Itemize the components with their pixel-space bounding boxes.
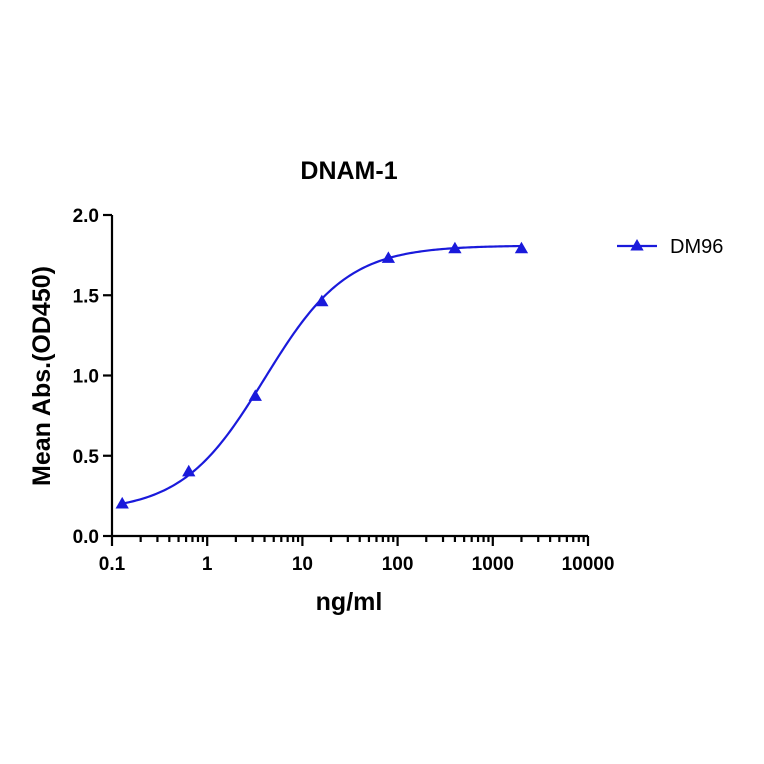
x-axis-title: ng/ml xyxy=(316,588,383,616)
y-tick-label: 1.0 xyxy=(73,367,99,388)
x-tick-label: 100 xyxy=(382,554,414,575)
y-tick-label: 1.5 xyxy=(73,286,100,307)
x-tick-label: 1 xyxy=(202,554,213,575)
data-point xyxy=(315,294,329,307)
y-axis-title: Mean Abs.(OD450) xyxy=(28,266,56,486)
data-point xyxy=(115,496,129,509)
x-tick-label: 10000 xyxy=(562,554,615,575)
y-tick-label: 0.5 xyxy=(73,447,100,468)
data-point xyxy=(448,241,462,254)
y-tick-label: 2.0 xyxy=(73,206,99,227)
data-point xyxy=(248,389,262,401)
fit-curve-dm96 xyxy=(121,244,522,505)
x-tick-label: 10 xyxy=(292,554,313,575)
x-tick-label: 1000 xyxy=(472,554,514,575)
data-markers-dm96 xyxy=(115,241,529,509)
chart-title: DNAM-1 xyxy=(300,157,397,185)
y-tick-label: 0.0 xyxy=(73,527,99,548)
legend-marker-dm96 xyxy=(630,239,644,251)
data-point xyxy=(182,464,196,477)
plot-area: 0.0 0.5 1.0 1.5 2.0 0.1 1 10 100 1000 10000 xyxy=(73,206,615,575)
y-axis-ticks: 0.0 0.5 1.0 1.5 2.0 xyxy=(73,206,112,548)
data-point xyxy=(514,241,529,254)
x-axis-ticks: 0.1 1 10 100 1000 10000 xyxy=(99,536,615,575)
legend-label-dm96: DM96 xyxy=(670,236,723,258)
legend: DM96 xyxy=(617,236,723,258)
data-point xyxy=(381,251,396,263)
x-tick-label: 0.1 xyxy=(99,554,126,575)
